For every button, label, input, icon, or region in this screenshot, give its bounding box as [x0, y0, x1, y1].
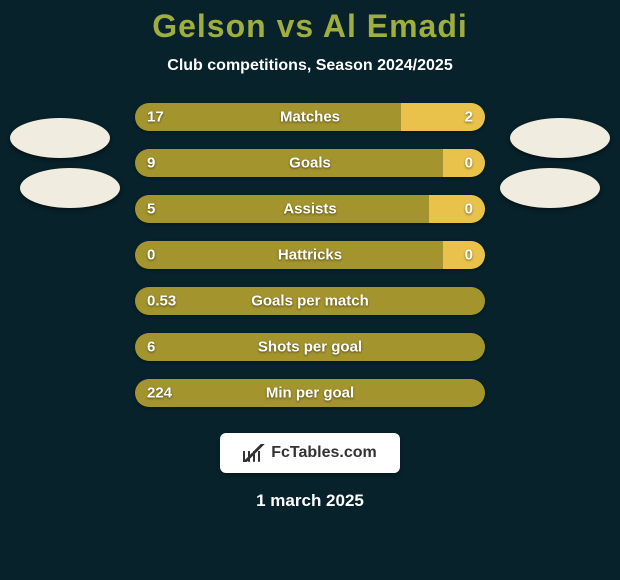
vs-text: vs: [277, 8, 315, 44]
stat-value-left: 224: [147, 385, 172, 402]
stat-value-right: 0: [465, 247, 473, 264]
stat-row: 9 Goals 0: [135, 149, 485, 177]
stat-bar-right: [429, 195, 485, 223]
player1-badge-top: [10, 118, 110, 158]
player1-name: Gelson: [152, 8, 266, 44]
subtitle: Club competitions, Season 2024/2025: [0, 57, 620, 75]
player2-badge-top: [510, 118, 610, 158]
stat-value-right: 0: [465, 201, 473, 218]
stat-value-right: 0: [465, 155, 473, 172]
stat-bar-left: [135, 103, 401, 131]
player2-name: Al Emadi: [323, 8, 468, 44]
stat-metric-label: Goals per match: [251, 293, 369, 310]
page-title: Gelson vs Al Emadi: [0, 8, 620, 45]
stat-value-left: 0: [147, 247, 155, 264]
stat-metric-label: Goals: [289, 155, 331, 172]
stat-value-left: 17: [147, 109, 164, 126]
stat-row: 0.53 Goals per match: [135, 287, 485, 315]
chart-icon: [243, 444, 265, 462]
stat-value-left: 6: [147, 339, 155, 356]
stat-row: 224 Min per goal: [135, 379, 485, 407]
stat-metric-label: Min per goal: [266, 385, 354, 402]
stat-value-left: 5: [147, 201, 155, 218]
stat-value-right: 2: [465, 109, 473, 126]
player1-badge-bottom: [20, 168, 120, 208]
stat-row: 5 Assists 0: [135, 195, 485, 223]
stat-row: 17 Matches 2: [135, 103, 485, 131]
date-label: 1 march 2025: [0, 491, 620, 511]
stat-row: 0 Hattricks 0: [135, 241, 485, 269]
stat-row: 6 Shots per goal: [135, 333, 485, 361]
stat-metric-label: Shots per goal: [258, 339, 362, 356]
site-logo[interactable]: FcTables.com: [220, 433, 400, 473]
player2-badge-bottom: [500, 168, 600, 208]
stat-metric-label: Hattricks: [278, 247, 342, 264]
stat-metric-label: Assists: [283, 201, 336, 218]
stat-bar-left: [135, 195, 429, 223]
logo-text: FcTables.com: [271, 444, 377, 462]
stat-metric-label: Matches: [280, 109, 340, 126]
stat-value-left: 9: [147, 155, 155, 172]
comparison-card: Gelson vs Al Emadi Club competitions, Se…: [0, 0, 620, 580]
stat-value-left: 0.53: [147, 293, 176, 310]
